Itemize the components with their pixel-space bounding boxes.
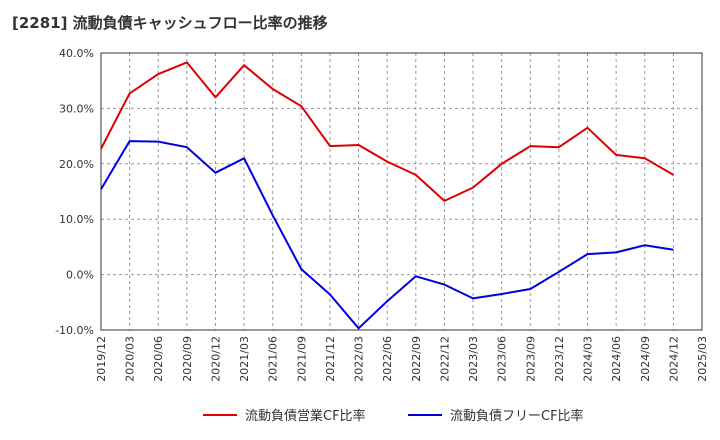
x-tick-label: 2024/09	[639, 336, 652, 382]
x-tick-label: 2022/12	[438, 336, 451, 382]
y-tick-label: 30.0%	[59, 102, 94, 115]
x-tick-label: 2020/12	[209, 336, 222, 382]
x-tick-label: 2021/09	[295, 336, 308, 382]
x-tick-label: 2022/09	[410, 336, 423, 382]
y-tick-label: 40.0%	[59, 47, 94, 60]
y-tick-label: 0.0%	[66, 269, 94, 282]
legend-label-2: 流動負債フリーCF比率	[450, 408, 584, 424]
x-tick-label: 2023/09	[524, 336, 537, 382]
plot-area	[101, 53, 702, 330]
x-tick-label: 2024/12	[667, 336, 680, 382]
x-tick-label: 2022/03	[353, 336, 366, 382]
y-tick-label: -10.0%	[55, 324, 94, 337]
x-tick-label: 2021/06	[267, 336, 280, 382]
x-tick-label: 2021/12	[324, 336, 337, 382]
x-tick-label: 2020/03	[124, 336, 137, 382]
x-tick-label: 2022/06	[381, 336, 394, 382]
x-tick-label: 2025/03	[696, 336, 709, 382]
chart-title: [2281] 流動負債キャッシュフロー比率の推移	[12, 14, 328, 32]
y-tick-label: 20.0%	[59, 158, 94, 171]
x-tick-label: 2020/06	[152, 336, 165, 382]
x-tick-label: 2021/03	[238, 336, 251, 382]
x-tick-label: 2024/06	[610, 336, 623, 382]
plot-border	[100, 52, 703, 331]
x-tick-label: 2024/03	[582, 336, 595, 382]
x-tick-label: 2019/12	[95, 336, 108, 382]
x-tick-label: 2023/12	[553, 336, 566, 382]
legend-label-1: 流動負債営業CF比率	[245, 408, 366, 424]
x-tick-label: 2020/09	[181, 336, 194, 382]
y-tick-label: 10.0%	[59, 213, 94, 226]
series-line-2	[100, 140, 674, 330]
series-line-1	[100, 61, 674, 202]
x-tick-label: 2023/06	[496, 336, 509, 382]
x-tick-label: 2023/03	[467, 336, 480, 382]
